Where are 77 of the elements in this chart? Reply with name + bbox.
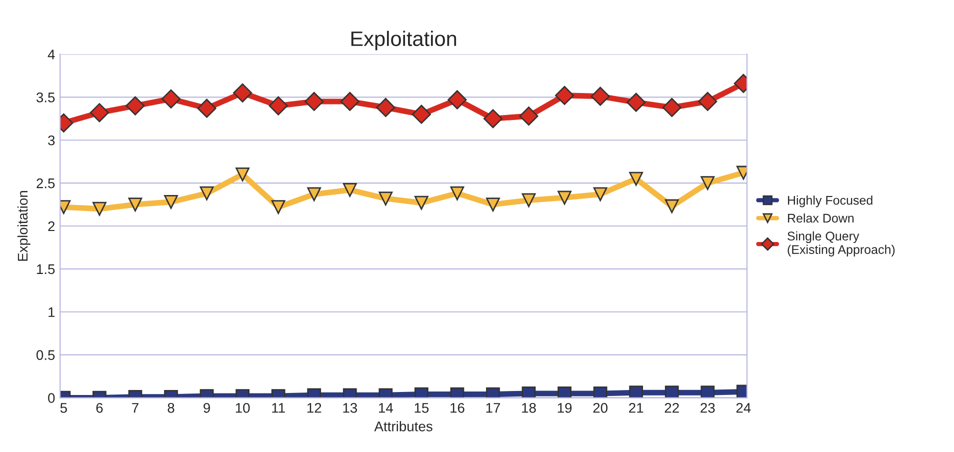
- y-tick-label: 3.5: [36, 92, 55, 102]
- x-tick-label: 23: [700, 402, 715, 413]
- y-tick-label: 0.5: [36, 350, 55, 360]
- point: [450, 186, 464, 200]
- x-tick-label: 11: [272, 403, 285, 413]
- point: [558, 386, 572, 398]
- point: [376, 98, 396, 118]
- x-tick-label: 6: [96, 402, 103, 413]
- point: [236, 168, 250, 182]
- point: [664, 199, 679, 214]
- point: [90, 103, 109, 122]
- point: [483, 109, 503, 128]
- x-tick-label: 9: [204, 402, 210, 413]
- point: [414, 196, 428, 210]
- point: [700, 386, 715, 398]
- x-tick-label: 20: [593, 402, 608, 413]
- x-tick-label: 15: [414, 403, 429, 413]
- y-axis-title: Exploitation: [17, 191, 30, 261]
- legend-label: Single Query (Existing Approach): [788, 231, 895, 256]
- point: [233, 83, 252, 102]
- point: [700, 176, 715, 190]
- x-tick-label: 7: [132, 403, 138, 413]
- y-tick-label: 2: [48, 221, 55, 232]
- point: [340, 92, 360, 112]
- x-tick-label: 24: [736, 402, 751, 413]
- point: [161, 89, 181, 108]
- x-tick-label: 14: [378, 403, 393, 413]
- x-tick-label: 16: [450, 402, 464, 413]
- x-tick-label: 19: [558, 402, 572, 413]
- point: [590, 86, 610, 106]
- point: [342, 182, 357, 197]
- point: [662, 98, 682, 118]
- point: [593, 386, 608, 398]
- x-tick-label: 8: [168, 402, 174, 413]
- point: [626, 92, 646, 112]
- point: [412, 104, 431, 124]
- x-tick-label: 13: [343, 402, 357, 413]
- point: [126, 96, 145, 116]
- point: [378, 192, 393, 206]
- chart-title: Exploitation: [351, 30, 456, 50]
- x-tick-label: 10: [236, 402, 250, 413]
- point: [271, 200, 286, 214]
- point: [307, 187, 322, 202]
- point: [200, 186, 214, 200]
- point: [486, 198, 500, 212]
- x-axis-title: Attributes: [374, 421, 432, 432]
- point: [629, 172, 644, 186]
- y-tick-label: 3: [48, 135, 55, 146]
- y-tick-label: 4: [48, 50, 55, 60]
- point: [522, 193, 536, 208]
- point: [164, 195, 178, 209]
- x-tick-label: 17: [486, 403, 500, 413]
- point: [593, 187, 608, 202]
- point: [92, 202, 106, 216]
- point: [268, 96, 288, 116]
- x-tick-label: 18: [522, 402, 536, 413]
- point: [197, 98, 216, 118]
- x-tick-label: 12: [307, 402, 322, 413]
- point: [629, 386, 644, 398]
- legend-label: Highly Focused: [788, 196, 872, 208]
- x-tick-label: 5: [60, 403, 67, 413]
- x-tick-label: 22: [664, 402, 679, 413]
- x-tick-label: 21: [629, 402, 644, 413]
- point: [554, 86, 574, 105]
- point: [519, 106, 538, 126]
- y-tick-label: 0: [48, 393, 55, 403]
- point: [558, 190, 572, 205]
- point: [448, 90, 467, 110]
- point: [698, 92, 718, 112]
- point: [664, 386, 679, 398]
- point: [304, 92, 324, 112]
- point: [522, 386, 536, 398]
- legend-label: Relax Down: [788, 213, 854, 223]
- y-tick-label: 1.5: [36, 264, 55, 274]
- y-tick-label: 2.5: [36, 178, 55, 188]
- point: [128, 198, 142, 212]
- y-tick-label: 1: [48, 307, 55, 317]
